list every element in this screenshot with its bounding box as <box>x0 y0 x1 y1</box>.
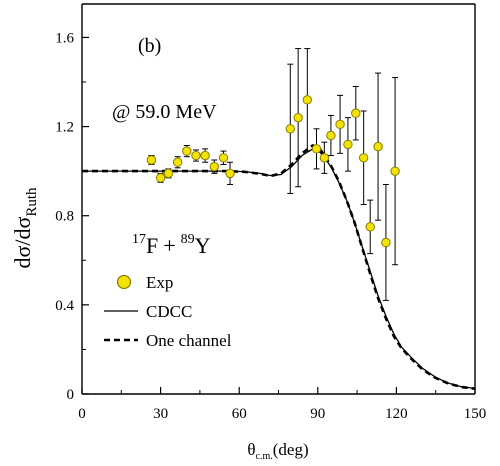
exp-data-point <box>311 144 322 154</box>
exp-data-point <box>326 130 336 141</box>
legend-exp-marker <box>116 274 132 290</box>
x-axis-title-main: θ <box>247 440 255 459</box>
reaction-b-symbol: Y <box>195 233 211 258</box>
panel-label: (b) <box>138 35 161 57</box>
x-axis-title-unit: (deg) <box>273 440 309 459</box>
energy-annotation: @ 59.0 MeV <box>112 101 217 123</box>
reaction-b-mass: 89 <box>181 232 195 247</box>
exp-data-point <box>373 141 383 152</box>
exp-data-point <box>225 168 235 179</box>
x-tick-label: 120 <box>385 406 408 422</box>
legend-exp-label: Exp <box>146 273 173 292</box>
legend-cdcc-label: CDCC <box>146 302 192 321</box>
y-axis-title-sub: Ruth <box>24 187 40 217</box>
y-tick-label: 0.4 <box>55 298 74 314</box>
exp-data-point <box>218 153 229 163</box>
exp-data-point <box>200 150 210 161</box>
exp-data-point <box>343 139 353 150</box>
x-tick-label: 30 <box>153 406 168 422</box>
exp-data-point <box>351 108 361 118</box>
exp-data-point <box>182 146 192 156</box>
exp-data-point <box>335 119 345 130</box>
exp-data-point <box>209 161 220 172</box>
axes: 0 30 60 90 120 150 0 0.4 0.8 1.2 1.6 <box>55 3 487 422</box>
y-axis-title: dσ/dσRuth <box>10 187 40 269</box>
x-tick-label: 150 <box>464 406 487 422</box>
y-tick-label: 0.8 <box>55 209 74 225</box>
x-tick-label: 60 <box>232 406 247 422</box>
y-tick-label: 0 <box>67 387 75 403</box>
reaction-plus: + <box>163 233 175 258</box>
y-axis-title-main: dσ/dσ <box>10 217 35 269</box>
exp-data-point <box>163 168 174 179</box>
y-tick-label: 1.2 <box>55 120 74 136</box>
x-tick-label: 90 <box>310 406 325 422</box>
exp-data-point <box>319 153 330 163</box>
exp-data-point <box>172 157 183 167</box>
exp-data-point <box>285 124 295 134</box>
exp-data-point <box>365 222 375 232</box>
reaction-a-mass: 17 <box>132 232 146 247</box>
exp-data-point <box>302 95 313 105</box>
exp-data-point <box>390 166 400 176</box>
exp-data-point <box>155 173 166 183</box>
exp-data-point <box>293 112 303 123</box>
one-channel-curve <box>82 144 476 390</box>
exp-data-point <box>146 155 157 165</box>
x-tick-label: 0 <box>78 406 86 422</box>
exp-data-point <box>381 237 391 248</box>
reaction-a-symbol: F <box>146 233 158 258</box>
y-tick-label: 1.6 <box>55 30 74 46</box>
legend: Exp CDCC One channel <box>104 273 232 350</box>
plot-area <box>82 48 476 390</box>
x-axis-title: θc.m.(deg) <box>247 440 308 462</box>
exp-data-point <box>191 150 201 161</box>
legend-onechannel-label: One channel <box>146 331 232 350</box>
svg-text:dσ/dσRuth: dσ/dσRuth <box>10 187 40 269</box>
reaction-label: 17F +89Y <box>132 232 211 258</box>
x-axis-title-sub: c.m. <box>256 451 273 462</box>
exp-data-point <box>358 153 369 163</box>
